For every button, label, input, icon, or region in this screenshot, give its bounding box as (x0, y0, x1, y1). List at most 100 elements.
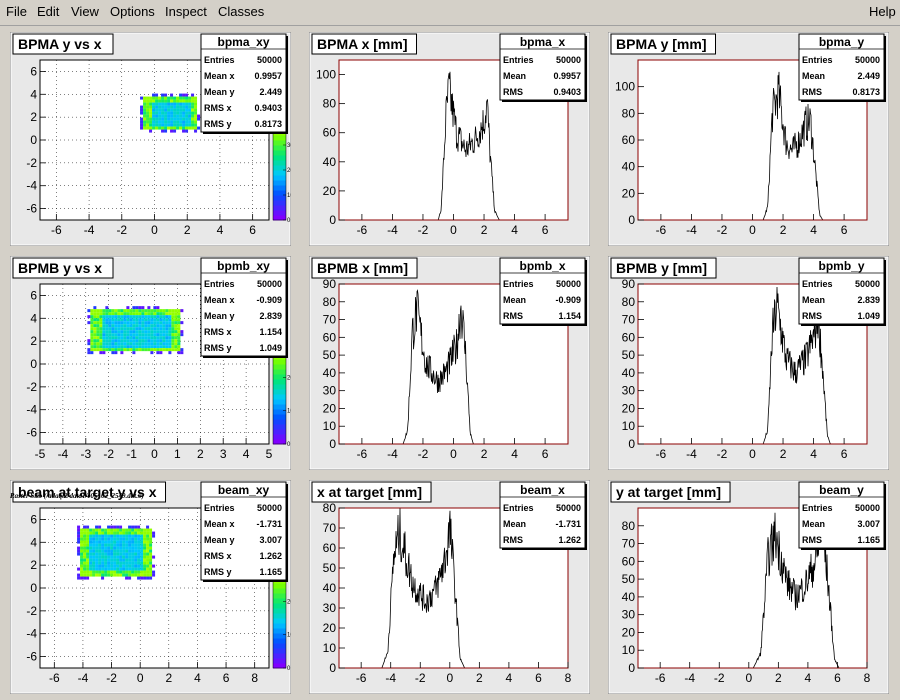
heatmap-cell (107, 528, 111, 532)
menu-options[interactable]: Options (110, 4, 155, 19)
heatmap-cell (140, 126, 144, 130)
stats-label: RMS y (204, 343, 232, 353)
heatmap-cell (90, 345, 94, 349)
heatmap-cell (129, 315, 133, 319)
heatmap-cell (101, 543, 105, 547)
heatmap-cell (110, 555, 114, 559)
heatmap-cell (99, 309, 103, 313)
heatmap-cell (194, 126, 198, 130)
pad-bpmb-xy[interactable]: 0 10 20 -5 -4 -3 -2 -1 0 1 2 3 4 5 -6 -4 -2 0 2 4 6 BPMB y vs… (10, 256, 291, 470)
heatmap-cell (107, 540, 111, 544)
heatmap-cell (155, 120, 159, 124)
heatmap-cell (86, 543, 90, 547)
heatmap-cell (138, 339, 142, 343)
heatmap-cell (98, 534, 102, 538)
heatmap-cell (86, 537, 90, 541)
x-tick-label: 6 (841, 223, 848, 237)
x-tick-label: -2 (717, 447, 728, 461)
heatmap-cell (168, 351, 172, 355)
heatmap-cell (132, 306, 136, 310)
pad-beam-xy[interactable]: 0 10 20 -6 -4 -2 0 2 4 6 8 -6 -4 -2 0 2 4 6 beam at target… (10, 480, 291, 694)
heatmap-cell (86, 531, 90, 535)
stats-value: 1.165 (857, 535, 880, 545)
y-tick-label: -6 (26, 650, 37, 664)
y-tick-label: 2 (30, 558, 37, 572)
menu-view[interactable]: View (71, 4, 99, 19)
x-tick-label: 5 (266, 447, 273, 461)
heatmap-cell (108, 327, 112, 331)
heatmap-cell (165, 336, 169, 340)
heatmap-cell (98, 573, 102, 577)
menu-help[interactable]: Help (869, 4, 896, 19)
heatmap-cell (179, 117, 183, 121)
heatmap-cell (158, 111, 162, 115)
heatmap-cell (129, 312, 133, 316)
stats-value: 50000 (855, 279, 880, 289)
heatmap-cell (104, 570, 108, 574)
heatmap-cell (120, 321, 124, 325)
x-tick-label: -6 (655, 671, 666, 685)
heatmap-cell (89, 549, 93, 553)
heatmap-cell (129, 324, 133, 328)
heatmap-cell (135, 342, 139, 346)
heatmap-cell (161, 114, 165, 118)
x-tick-label: -2 (415, 671, 426, 685)
heatmap-cell (167, 99, 171, 103)
heatmap-cell (150, 342, 154, 346)
palette-segment (273, 160, 286, 166)
menu-edit[interactable]: Edit (37, 4, 60, 19)
heatmap-cell (119, 537, 123, 541)
palette-segment (273, 583, 286, 589)
menu-classes[interactable]: Classes (218, 4, 265, 19)
heatmap-cell (161, 96, 165, 100)
x-tick-label: -1 (126, 447, 137, 461)
heatmap-cell (146, 555, 150, 559)
heatmap-cell (123, 318, 127, 322)
pad-bpma-xy[interactable]: 0 10 20 30 -6 -4 -2 0 2 4 6 -6 -4 -2 0 2 4 6 BPMA y vs x bp… (10, 32, 291, 246)
stats-label: RMS (802, 535, 822, 545)
heatmap-cell (104, 531, 108, 535)
heatmap-cell (135, 321, 139, 325)
heatmap-cell (155, 96, 159, 100)
stats-label: RMS y (204, 567, 232, 577)
heatmap-cell (83, 567, 87, 571)
heatmap-cell (141, 324, 145, 328)
heatmap-cell (99, 333, 103, 337)
heatmap-cell (117, 330, 121, 334)
heatmap-cell (110, 534, 114, 538)
y-tick-label: -4 (26, 179, 37, 193)
stats-value: 1.165 (259, 567, 282, 577)
heatmap-cell (138, 324, 142, 328)
heatmap-cell (185, 114, 189, 118)
menu-inspect[interactable]: Inspect (165, 4, 207, 19)
heatmap-cell (89, 567, 93, 571)
heatmap-cell (131, 543, 135, 547)
stats-label: Entries (204, 503, 235, 513)
heatmap-cell (119, 531, 123, 535)
heatmap-cell (143, 546, 147, 550)
heatmap-cell (191, 96, 195, 100)
y-tick-label: 40 (622, 366, 636, 380)
heatmap-cell (146, 99, 150, 103)
stats-value: 0.9403 (553, 87, 581, 97)
heatmap-cell (170, 117, 174, 121)
heatmap-cell (77, 573, 81, 577)
heatmap-cell (137, 576, 141, 580)
title-box (610, 257, 717, 279)
heatmap-cell (174, 345, 178, 349)
palette-segment (273, 150, 286, 156)
heatmap-cell (164, 111, 168, 115)
heatmap-cell (108, 309, 112, 313)
menu-file[interactable]: File (6, 4, 27, 19)
title-box (311, 33, 417, 55)
heatmap-cell (168, 315, 172, 319)
heatmap-cell (107, 534, 111, 538)
heatmap-cell (168, 321, 172, 325)
